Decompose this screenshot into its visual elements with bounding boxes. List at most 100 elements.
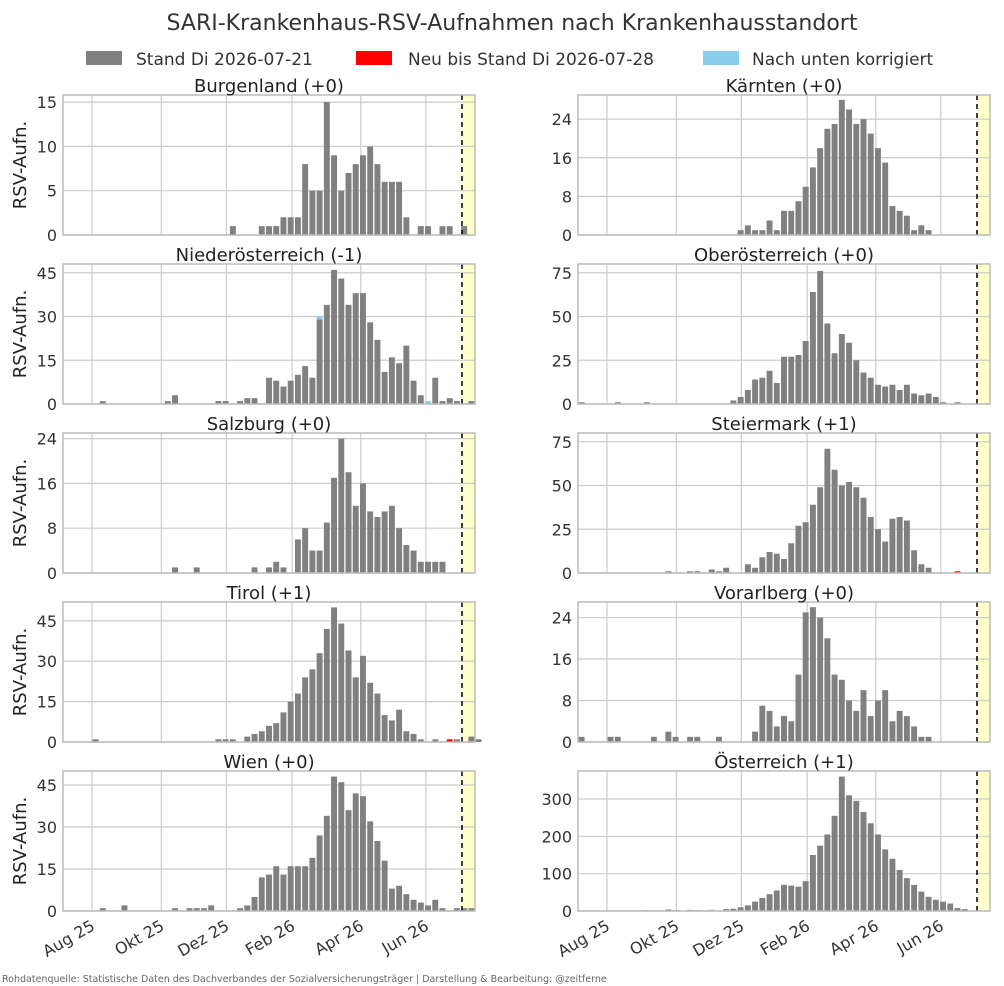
bar [853,487,860,573]
bar [875,834,881,911]
bar [280,874,287,911]
bar [752,731,759,742]
bar [367,682,374,742]
bar [809,292,816,404]
bar [766,552,773,573]
bar [860,372,867,404]
bar [396,709,403,742]
bar [251,733,258,742]
axes-frame [577,770,991,912]
bar [614,402,621,404]
bar [846,342,853,404]
bar [244,736,251,742]
bar [287,866,294,911]
bar [439,226,446,235]
x-tick-label: Aug 25 [39,916,98,961]
bar [302,528,309,573]
panel-title: Salzburg (+0) [207,414,332,435]
y-tick-label: 50 [552,308,572,327]
bar [381,860,388,911]
bar [961,909,968,911]
y-tick-label: 15 [37,93,57,112]
legend-swatch-new [356,51,392,65]
bar [273,723,280,742]
bar [331,607,338,742]
bar [309,669,316,742]
axes-frame [62,770,476,912]
bar [896,390,903,404]
y-tick-label: 0 [562,226,572,245]
bar [294,866,301,911]
bar [817,148,824,235]
bar [614,736,621,742]
x-tick-label: Feb 26 [242,916,298,959]
bar [432,561,439,573]
bar [759,230,766,235]
bar [831,674,838,742]
x-tick-label: Jun 26 [893,916,947,958]
x-tick-label: Jun 26 [378,916,432,958]
axes-frame [577,432,991,574]
bar [853,710,860,742]
bar [244,398,251,404]
bar [896,517,903,573]
bar [824,128,831,235]
y-tick-label: 8 [562,187,572,206]
bar [752,230,759,235]
panels: 0 5 10 15 Burgenland (+0) RSV-Aufn. 0 8 16 24 Kärn… [10,76,991,961]
bar [266,874,272,911]
bar [287,217,294,235]
bar [730,400,737,404]
bar [323,304,330,404]
footer-source: Rohdatenquelle: Statistische Daten des D… [2,974,607,985]
legend-swatch-corrected [703,51,739,65]
bar [410,550,417,573]
bar [266,377,272,404]
bar [258,877,265,911]
bar [860,119,867,235]
bar [766,710,773,742]
bar [896,210,903,235]
bar [773,890,780,911]
bar [802,522,809,573]
y-tick-label: 75 [552,433,572,452]
bar [918,736,925,742]
bar [940,402,946,404]
bar [388,888,395,911]
bar [410,899,417,911]
bar [453,739,460,742]
bar [215,739,222,742]
axes-frame [62,601,476,743]
bar [882,386,889,404]
bar [932,397,939,404]
bar [273,866,280,911]
bar [925,736,932,742]
bar [446,398,453,404]
bar [831,469,838,573]
x-tick-label: Okt 25 [111,916,167,959]
chart-title: SARI-Krankenhaus-RSV-Aufnahmen nach Kran… [167,11,858,36]
bar [374,517,381,573]
bar [273,380,280,404]
bar [439,561,446,573]
y-tick-label: 75 [552,264,572,283]
legend-label-base: Stand Di 2026-07-21 [136,50,313,70]
bar [352,677,359,742]
bar [345,810,352,911]
bar [911,393,918,404]
bar [461,226,468,235]
x-tick-label: Dez 25 [689,916,747,960]
bar [323,628,330,742]
bar [752,901,759,911]
bar [229,226,236,235]
bar [781,559,787,573]
bar [280,386,287,404]
bar [99,908,106,911]
panel: 0 100 200 300 Österreich (+1) Aug 25 Okt 25 Dez… [541,751,991,961]
bar [237,908,244,911]
bar [258,226,265,235]
bar [875,384,881,404]
bar [759,705,766,742]
forecast-band [461,95,475,235]
bar [809,167,816,235]
